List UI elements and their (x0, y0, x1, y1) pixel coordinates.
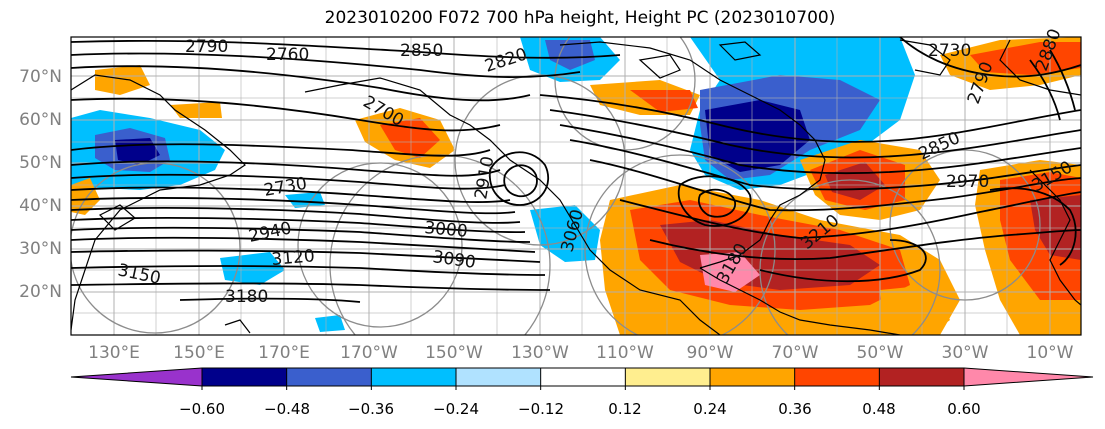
lat-label: 30°N (19, 239, 62, 259)
anomaly-region (95, 65, 150, 95)
colorbar-label: −0.24 (433, 400, 479, 418)
lat-label: 70°N (19, 67, 62, 87)
coastline-north-america-west (304, 77, 721, 335)
anomaly-region (630, 90, 698, 112)
colorbar-segment (456, 368, 542, 386)
coastline-greenland (899, 39, 951, 76)
lon-label: 150°E (173, 343, 225, 363)
anomaly-region (880, 285, 950, 335)
colorbar-arrow-right (964, 368, 1093, 386)
coastline-island (224, 319, 251, 334)
coastline-caribbean (699, 267, 901, 335)
lat-label: 60°N (19, 110, 62, 130)
colorbar-label: −0.60 (179, 400, 225, 418)
lat-label: 40°N (19, 196, 62, 216)
coastline-europe-africa (1029, 169, 1081, 306)
coastline-arctic-island (718, 41, 762, 61)
colorbar-label: 0.36 (778, 400, 812, 418)
colorbar-segment (540, 368, 626, 386)
contour-label: 3120 (271, 246, 316, 270)
anomaly-region (700, 252, 760, 292)
anomaly-region (380, 118, 440, 158)
colorbar-arrow-left (71, 368, 202, 386)
anomaly-region (170, 102, 222, 118)
map-frame (70, 36, 1082, 336)
colorbar-label: −0.36 (348, 400, 394, 418)
coastlines (71, 39, 1081, 335)
lon-label: 10°W (1026, 343, 1074, 363)
anomaly-region (220, 252, 285, 285)
anomaly-region (825, 162, 885, 200)
lon-label: 30°W (941, 343, 989, 363)
colorbar-segment (371, 368, 457, 386)
lat-label: 50°N (19, 153, 62, 173)
height-contours (71, 37, 1081, 303)
coastline-arctic-island (638, 54, 681, 79)
coastline-asia (71, 74, 246, 331)
contour-label: 2760 (266, 45, 309, 65)
contour-label: 3180 (225, 287, 268, 307)
colorbar-segment (625, 368, 711, 386)
anomaly-region (970, 42, 1081, 75)
lon-label: 150°W (425, 343, 483, 363)
colorbar-label: −0.48 (264, 400, 310, 418)
colorbar-label: 0.48 (862, 400, 896, 418)
colorbar-label: 0.60 (947, 400, 981, 418)
lon-label: 170°E (258, 343, 310, 363)
colorbar-segment (710, 368, 796, 386)
coastline-north-america-east (559, 41, 826, 269)
lon-label: 110°W (596, 343, 654, 363)
colorbar-ticks (201, 368, 965, 390)
colorbar-label: 0.12 (608, 400, 642, 418)
lon-label: 70°W (771, 343, 819, 363)
contour-label: 2730 (928, 41, 971, 61)
contour-label: 2790 (185, 37, 228, 57)
colorbar-segments (202, 368, 965, 386)
colorbar-segment (286, 368, 372, 386)
colorbar-segment (794, 368, 880, 386)
contour-label: 3000 (424, 218, 469, 242)
lat-label: 20°N (19, 282, 62, 302)
colorbar-label: 0.24 (693, 400, 727, 418)
coastline-europe-north (999, 39, 1081, 96)
colorbar-segment (202, 368, 288, 386)
colorbar (70, 367, 1094, 390)
contour-label: 2850 (400, 41, 443, 61)
colorbar-segment (879, 368, 965, 386)
lon-label: 90°W (686, 343, 734, 363)
lon-label: 130°W (511, 343, 569, 363)
map-title: 2023010200 F072 700 hPa height, Height P… (324, 8, 836, 28)
lon-label: 130°E (88, 343, 140, 363)
lon-label: 50°W (856, 343, 904, 363)
contour-label: 2970 (946, 172, 989, 192)
colorbar-label: −0.12 (518, 400, 564, 418)
anomaly-region (315, 315, 345, 332)
lon-label: 170°W (340, 343, 398, 363)
